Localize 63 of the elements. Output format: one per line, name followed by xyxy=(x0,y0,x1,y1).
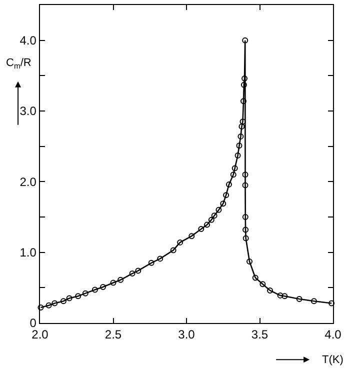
point xyxy=(232,165,238,172)
point xyxy=(236,142,242,149)
point xyxy=(204,222,210,228)
point xyxy=(38,304,44,310)
point xyxy=(310,298,317,304)
y-tick-label: 1.0 xyxy=(20,246,37,260)
y-tick-label: 4.0 xyxy=(20,34,37,48)
point xyxy=(60,298,66,304)
point xyxy=(211,212,218,219)
point xyxy=(328,300,335,306)
point xyxy=(135,268,142,274)
point xyxy=(242,75,248,82)
x-axis-title: T(K) xyxy=(322,354,344,366)
point xyxy=(170,247,176,254)
point xyxy=(198,226,204,232)
point xyxy=(296,296,302,302)
point xyxy=(92,286,98,293)
point xyxy=(242,182,248,188)
point xyxy=(240,82,247,88)
x-tick-label: 2.0 xyxy=(32,328,49,342)
point xyxy=(242,37,248,44)
point xyxy=(260,281,266,288)
point xyxy=(188,233,195,240)
point xyxy=(100,284,106,290)
point xyxy=(157,256,164,262)
point xyxy=(230,172,236,178)
point xyxy=(282,293,288,300)
point xyxy=(238,133,244,140)
point xyxy=(277,292,284,298)
point xyxy=(208,216,214,223)
point xyxy=(148,260,154,266)
y-tick-label: 0 xyxy=(30,316,37,330)
point xyxy=(75,293,82,300)
point xyxy=(46,302,52,308)
point xyxy=(242,214,248,220)
point xyxy=(66,295,72,302)
point xyxy=(220,200,226,207)
point xyxy=(267,287,274,294)
point xyxy=(240,98,246,104)
point xyxy=(110,280,116,286)
point xyxy=(238,124,245,130)
y-tick-label: 3.0 xyxy=(20,104,37,118)
point xyxy=(118,276,124,283)
point xyxy=(82,290,88,296)
point xyxy=(252,274,258,281)
point xyxy=(216,206,222,213)
point xyxy=(223,192,230,198)
x-tick-label: 3.0 xyxy=(178,328,196,342)
x-tick-label: 3.5 xyxy=(251,328,268,342)
point xyxy=(234,152,241,159)
y-axis-title: C$_{m}$/R xyxy=(6,57,32,70)
x-tick-label: 4.0 xyxy=(324,328,342,342)
point xyxy=(226,181,232,188)
point xyxy=(177,239,184,246)
point xyxy=(129,270,136,277)
y-tick-label: 2.0 xyxy=(20,174,37,189)
point xyxy=(242,172,248,178)
point xyxy=(242,226,249,233)
x-tick-label: 2.5 xyxy=(104,328,122,342)
point xyxy=(242,235,249,242)
point xyxy=(240,118,246,125)
point xyxy=(52,300,58,306)
point xyxy=(246,258,252,265)
